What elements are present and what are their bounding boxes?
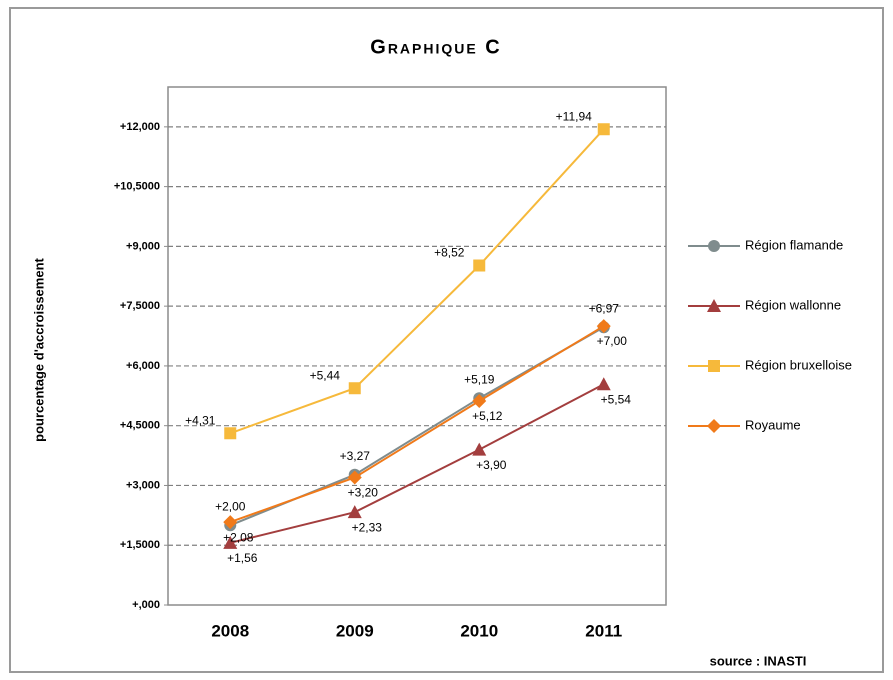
y-tick-label: +6,000: [126, 360, 160, 372]
point: [348, 382, 361, 395]
data-label: +3,20: [348, 486, 379, 500]
data-label: +11,94: [556, 109, 592, 123]
point: [472, 393, 487, 408]
legend-marker: [708, 240, 720, 252]
point: [224, 427, 237, 440]
data-label: +2,33: [352, 520, 383, 534]
legend-marker: [707, 299, 721, 312]
x-tick-label: 2011: [585, 621, 622, 640]
point: [472, 442, 487, 456]
data-label: +3,90: [476, 458, 507, 472]
legend-marker: [708, 360, 720, 372]
data-label: +8,52: [434, 246, 465, 260]
data-label: +6,97: [589, 301, 620, 315]
data-label: +1,56: [227, 551, 258, 565]
series-line: [229, 128, 605, 435]
chart-title: Graphique C: [370, 36, 501, 58]
y-tick-label: +4,5000: [120, 420, 160, 432]
y-axis-label: pourcentage d'accroissement: [31, 257, 46, 441]
y-tick-label: +7,5000: [120, 300, 160, 312]
point: [347, 470, 362, 485]
y-tick-label: +12,000: [120, 121, 160, 133]
legend-label: Région bruxelloise: [745, 357, 852, 372]
x-tick-label: 2008: [211, 621, 249, 640]
data-label: +5,12: [472, 409, 503, 423]
x-tick-label: 2010: [460, 621, 498, 640]
data-label: +4,31: [185, 413, 216, 427]
legend-label: Région wallonne: [745, 297, 841, 312]
data-label: +2,08: [223, 530, 254, 544]
y-tick-label: +9,000: [126, 240, 160, 252]
point: [596, 319, 611, 334]
point: [223, 535, 238, 549]
data-label: +5,44: [310, 368, 341, 382]
point: [347, 505, 362, 519]
point: [596, 377, 611, 391]
plot-area: [167, 86, 667, 606]
point: [473, 259, 486, 272]
y-tick-label: +10,5000: [114, 181, 160, 193]
data-label: +2,00: [215, 499, 246, 513]
data-label: +3,27: [340, 449, 371, 463]
x-tick-label: 2009: [336, 621, 374, 640]
legend-marker: [707, 419, 721, 433]
point: [223, 515, 238, 530]
point: [597, 123, 610, 136]
source: source : INASTI: [710, 653, 807, 668]
series-line: [230, 383, 605, 544]
legend-label: Royaume: [745, 417, 801, 432]
series-line: [229, 325, 605, 524]
y-tick-label: +1,5000: [120, 539, 160, 551]
data-label: +7,00: [597, 334, 628, 348]
y-tick-label: +3,000: [126, 479, 160, 491]
y-tick-label: +,000: [132, 599, 160, 611]
data-label: +5,19: [464, 372, 495, 386]
data-label: +5,54: [601, 392, 632, 406]
legend-label: Région flamande: [745, 237, 843, 252]
